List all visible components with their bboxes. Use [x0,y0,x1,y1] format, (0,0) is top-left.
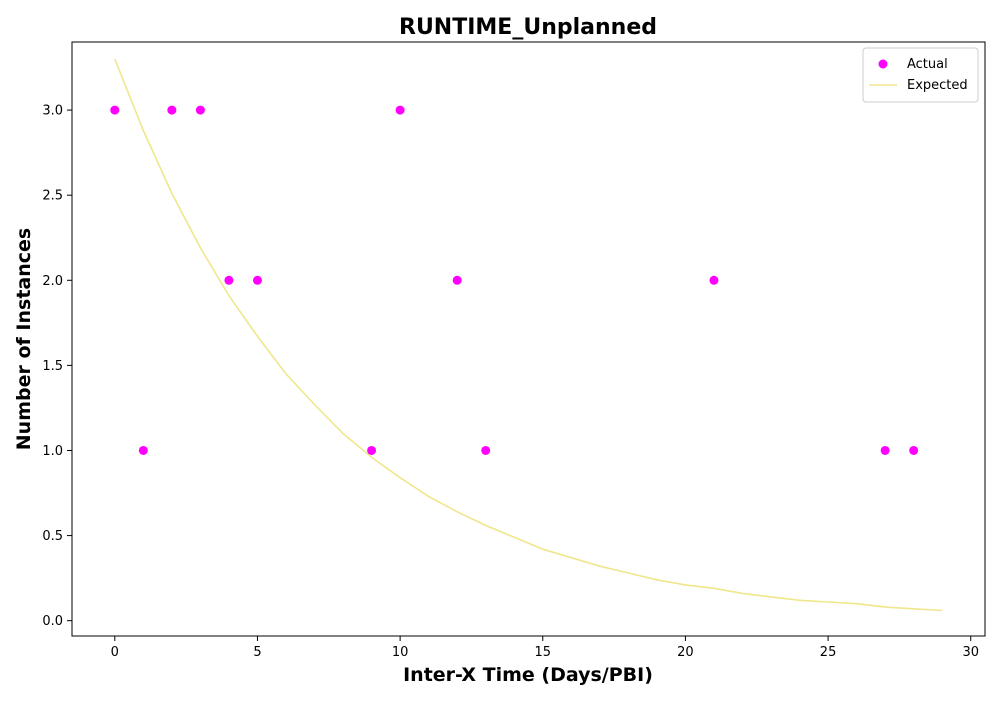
x-tick-label: 10 [392,645,409,660]
x-tick-label: 20 [677,645,694,660]
legend-label: Expected [907,78,968,93]
y-tick-label: 3.0 [42,104,63,119]
y-tick-label: 0.0 [42,614,63,629]
legend: Actual Expected [862,47,979,103]
y-tick-label: 1.0 [42,444,63,459]
x-tick-label: 30 [962,645,979,660]
actual-point [481,445,491,455]
x-axis-label: Inter-X Time (Days/PBI) [403,664,653,686]
y-tick-label: 0.5 [42,529,63,544]
actual-point [909,445,919,455]
x-tick-label: 15 [534,645,551,660]
y-tick-label: 2.0 [42,274,63,289]
actual-point [880,445,890,455]
actual-point [452,275,462,285]
actual-point [167,105,177,115]
actual-point [110,105,120,115]
y-tick-label: 1.5 [42,359,63,374]
x-tick-label: 5 [253,645,261,660]
chart-title: RUNTIME_Unplanned [399,15,657,40]
y-axis-label: Number of Instances [13,228,35,450]
x-tick-label: 25 [820,645,837,660]
actual-point [395,105,405,115]
legend-label: Actual [907,57,948,72]
y-tick-label: 2.5 [42,189,63,204]
actual-point [709,275,719,285]
y-axis: 0.0 0.5 1.0 1.5 2.0 2.5 3.0 [42,104,72,629]
x-axis: 0 5 10 15 20 25 30 [111,636,979,660]
legend-box [862,47,979,103]
actual-point [224,275,234,285]
actual-point [195,105,205,115]
legend-marker-actual [878,59,888,69]
plot-area [110,58,943,612]
actual-point [252,275,262,285]
actual-point [138,445,148,455]
x-tick-label: 0 [111,645,119,660]
plot-frame [71,41,986,637]
actual-point [367,445,377,455]
expected-line [114,58,943,612]
